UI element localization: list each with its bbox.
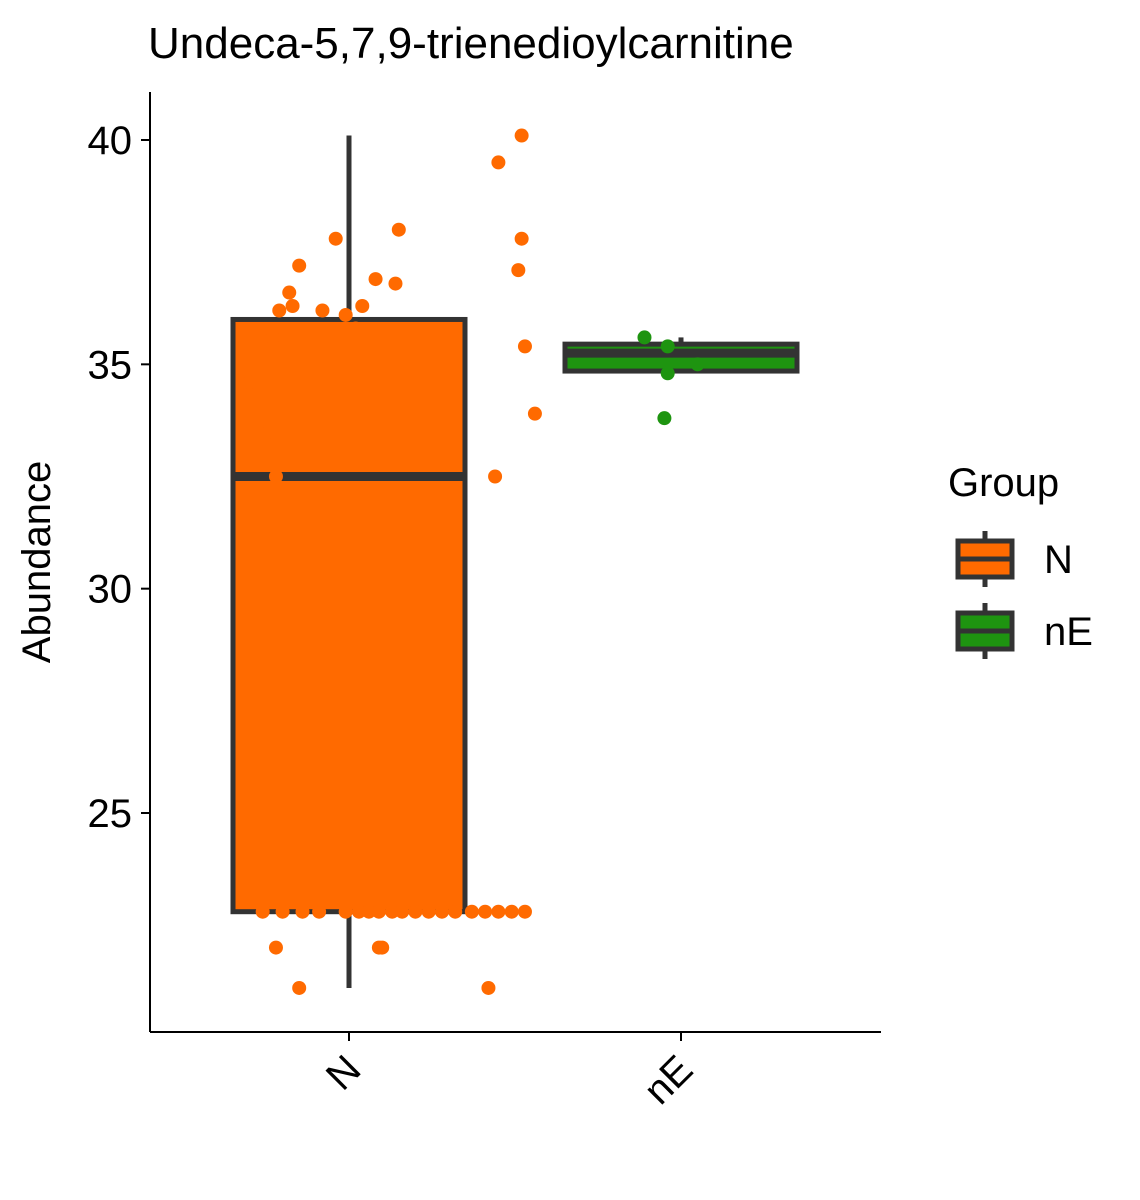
plot-area (230, 128, 800, 995)
data-point (338, 307, 353, 322)
data-point (690, 357, 705, 372)
y-tick-label: 40 (88, 119, 133, 163)
data-point (478, 904, 493, 919)
data-point (395, 904, 410, 919)
data-point (265, 330, 280, 345)
data-point (312, 904, 327, 919)
data-point (328, 231, 343, 246)
data-point (262, 424, 277, 439)
data-point (511, 263, 526, 278)
chart-title: Undeca-5,7,9-trienedioylcarnitine (148, 19, 794, 68)
data-point (242, 375, 257, 390)
data-point (338, 904, 353, 919)
data-point (385, 904, 400, 919)
data-point (488, 469, 503, 484)
data-point (517, 339, 532, 354)
data-point (464, 904, 479, 919)
data-point (657, 411, 672, 426)
data-point (268, 469, 283, 484)
data-point (527, 406, 542, 421)
data-point (517, 904, 532, 919)
x-tick-label: N (318, 1047, 370, 1099)
data-point (282, 285, 297, 300)
data-point (371, 904, 386, 919)
y-axis-label: Abundance (15, 461, 59, 663)
data-point (375, 940, 390, 955)
data-point (368, 272, 383, 287)
data-point (514, 128, 529, 143)
data-point (391, 222, 406, 237)
data-point (355, 299, 370, 314)
x-tick-label: nE (636, 1047, 702, 1113)
data-point (421, 904, 436, 919)
points-nE (637, 330, 705, 426)
legend-items: NnE (955, 531, 1093, 659)
data-point (292, 258, 307, 273)
y-tick-label: 25 (88, 792, 133, 836)
legend: Group NnE (948, 461, 1093, 659)
y-tick-label: 30 (88, 568, 133, 612)
y-tick-label: 35 (88, 343, 133, 387)
points-N (242, 128, 542, 995)
data-point (361, 904, 376, 919)
data-point (275, 904, 290, 919)
data-point (255, 904, 270, 919)
data-point (315, 303, 330, 318)
data-point (637, 330, 652, 345)
data-point (491, 155, 506, 170)
data-point (295, 904, 310, 919)
box-nE (562, 337, 800, 374)
legend-item-label: N (1044, 538, 1073, 582)
legend-title: Group (948, 461, 1059, 505)
data-point (514, 231, 529, 246)
legend-item-label: nE (1044, 610, 1093, 654)
box-N (230, 135, 468, 988)
data-point (434, 904, 449, 919)
data-point (660, 366, 675, 381)
data-point (491, 904, 506, 919)
data-point (272, 303, 287, 318)
box-body (230, 316, 468, 915)
axes (149, 92, 881, 1033)
data-point (660, 339, 675, 354)
data-point (285, 299, 300, 314)
data-point (481, 980, 496, 995)
y-axis-ticks: 25 30 35 40 (88, 119, 150, 836)
data-point (351, 904, 366, 919)
data-point (268, 940, 283, 955)
data-point (448, 904, 463, 919)
legend-item-N: N (955, 531, 1073, 587)
data-point (348, 321, 363, 336)
data-point (292, 980, 307, 995)
legend-item-nE: nE (955, 603, 1093, 659)
data-point (504, 904, 519, 919)
data-point (408, 904, 423, 919)
data-point (388, 276, 403, 291)
